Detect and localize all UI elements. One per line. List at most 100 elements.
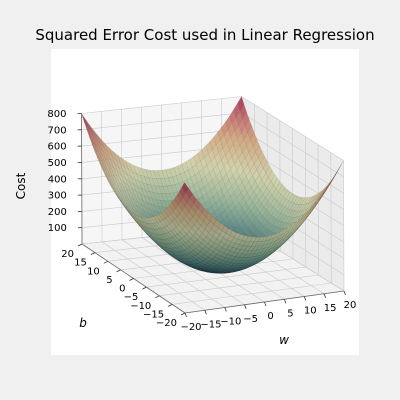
surface-patch [181,182,189,194]
z-tick-label: 700 [48,125,67,136]
surface-patch [110,159,118,172]
surface-patch [139,207,147,217]
surface-patch [295,210,304,218]
surface-patch [188,167,196,178]
surface-patch [246,230,254,238]
surface-patch [197,261,205,266]
surface-patch [257,247,265,254]
surface-patch [256,212,263,222]
surface-patch [258,215,266,224]
z-tick-label: 400 [48,174,67,185]
surface-patch [124,165,132,177]
surface-patch [155,199,163,208]
surface-patch [323,183,331,194]
y-axis-label: b [79,316,87,330]
surface-patch [258,240,266,247]
surface-patch [108,173,116,186]
surface-patch [131,201,139,211]
surface-patch [279,196,287,206]
surface-patch [293,218,301,227]
floor-grid-line [172,282,332,305]
surface-patch [241,235,249,242]
surface-patch [208,228,216,237]
z-tick-label: 600 [48,142,67,153]
surface-patch [289,221,297,230]
back-wall-grid-line [81,96,242,114]
surface-patch [309,205,317,215]
surface-patch [263,161,270,174]
x-tick-label: −20 [180,322,201,333]
y-tick-label: −5 [124,292,139,303]
y-tick-label: 5 [106,275,112,286]
surface-patch [118,190,126,201]
surface-patch [228,271,236,274]
surface-patch [203,251,211,257]
surface-patch [275,220,283,228]
x-tick-label: 15 [324,303,337,314]
surface-patch [259,168,266,180]
surface-patch [240,264,249,268]
side-wall-grid-line [241,96,344,161]
surface-patch [336,160,344,173]
x-tick-mark [264,301,267,307]
x-tick-mark [343,290,346,296]
surface-patch [285,209,293,217]
surface-patch [305,206,313,216]
surface-patch [283,235,290,243]
surface-patch [200,221,208,230]
surface-patch [282,198,290,208]
surface-patch [180,171,188,182]
surface-patch [91,143,99,157]
x-tick-mark [303,296,307,301]
x-tick-label: −10 [220,317,241,328]
surface-patch [176,173,184,184]
y-tick-label: 0 [119,284,125,295]
surface-patch [268,224,276,232]
surface-patch [240,245,248,251]
surface-patch [219,259,227,264]
surface-patch [227,185,235,197]
surface-patch [158,245,166,252]
z-axis-label: Cost [14,172,28,199]
surface-patch [302,202,310,211]
surface-patch [144,222,152,230]
surface-patch [222,257,230,262]
surface-patch [249,249,257,255]
surface-patch [221,155,229,168]
surface-patch [251,259,259,264]
surface-patch [128,168,136,180]
surface-patch [271,188,279,199]
surface-patch [254,199,262,210]
surface-patch [122,195,130,206]
surface-patch [269,206,276,216]
y-tick-mark [116,269,121,273]
y-tick-mark [142,286,147,290]
surface-patch [116,159,124,172]
surface-patch [291,216,300,224]
surface-patch [278,184,286,195]
surface-patch [97,135,105,149]
axes: −20−15−10 −5 0 5 10 15 20−20−15−10−50510152010… [47,109,356,333]
surface-patch [132,171,140,182]
surface-patch [104,174,112,186]
surface-patch [262,209,270,219]
x-tick-label: 0 [267,311,273,322]
y-tick-mark [77,243,83,247]
y-tick-mark [129,278,134,281]
surface-patch [273,178,281,189]
surface-patch [148,217,156,224]
surface-patch [257,236,265,242]
surface-patch [249,191,257,202]
surface-patch [87,127,95,141]
surface-patch [117,171,125,183]
surface-patch [205,265,213,269]
surface-patch [195,268,203,271]
surface-patch [134,207,142,217]
surface-patch [255,174,262,186]
surface-patch [227,235,235,242]
surface-patch [317,191,324,202]
surface-patch [233,211,241,221]
surface-patch [225,264,233,268]
surface-patch [238,266,246,270]
